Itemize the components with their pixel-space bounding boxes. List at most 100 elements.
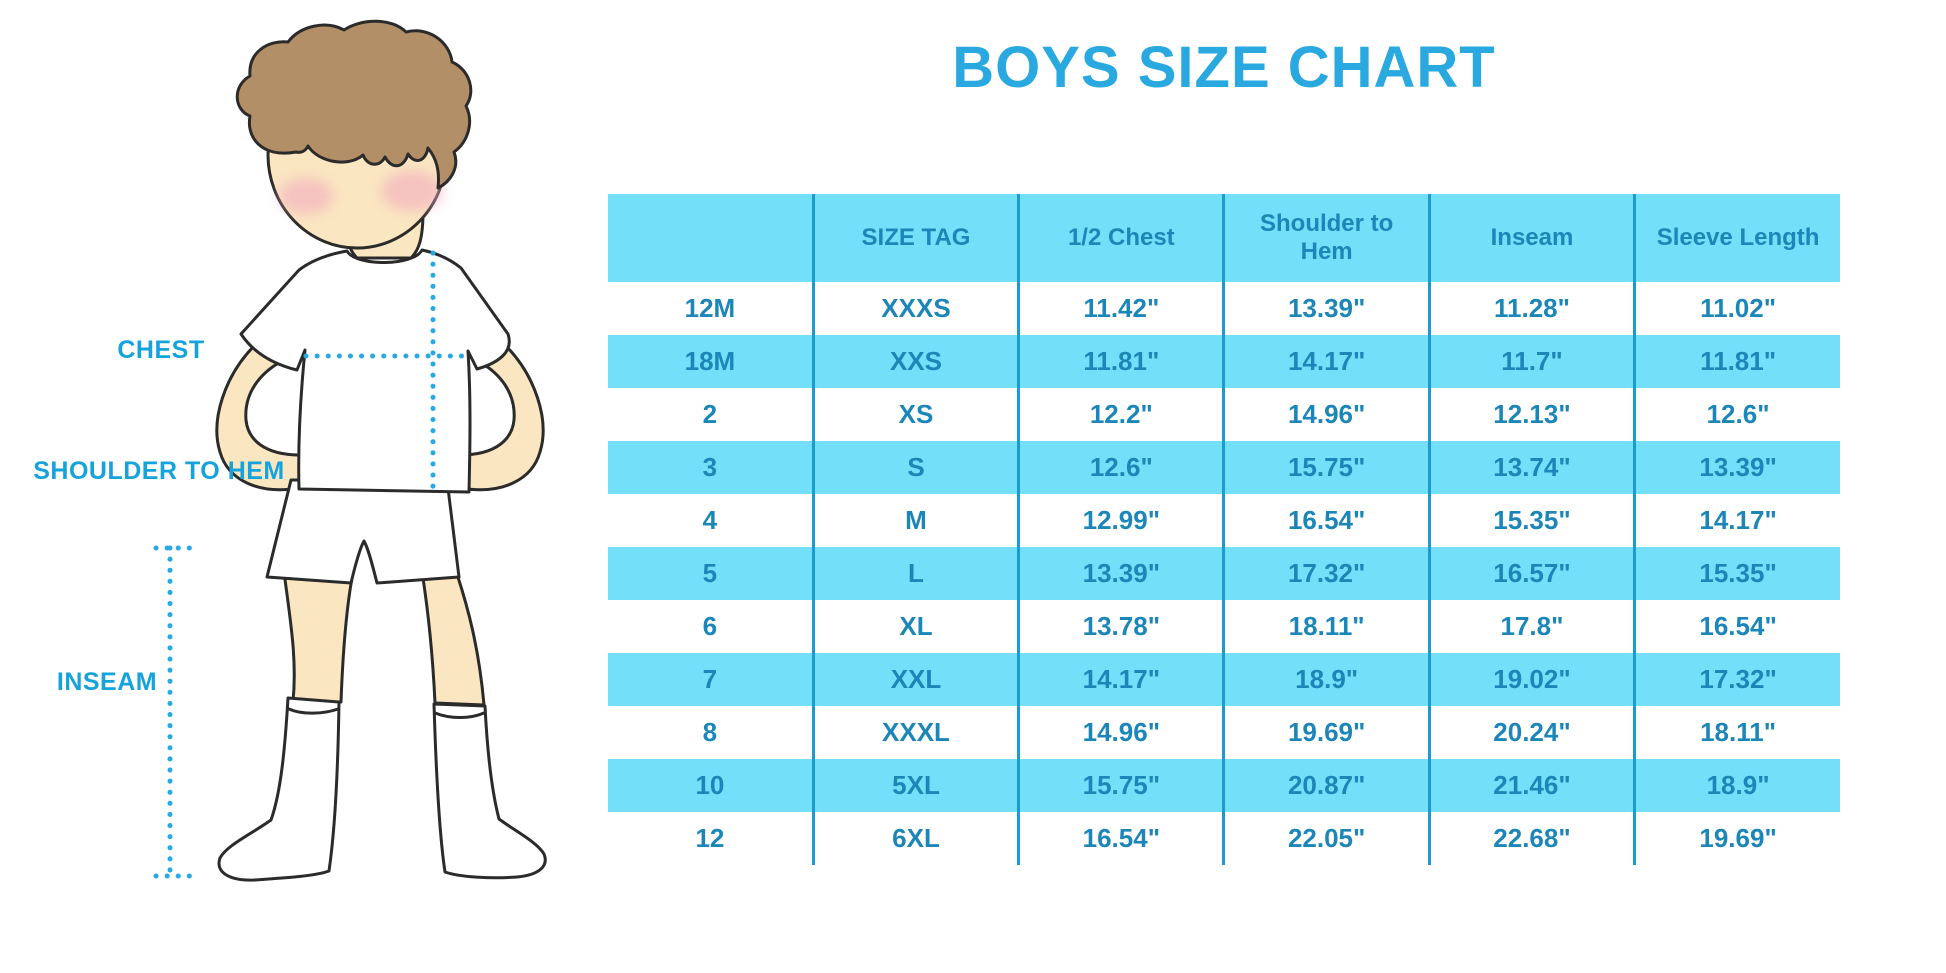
table-cell: 12.13" (1429, 388, 1637, 441)
table-cell: 4 (608, 494, 815, 547)
boy-right-sock-band (433, 711, 486, 719)
boy-hair (235, 19, 473, 190)
table-cell: 5XL (813, 759, 1021, 812)
table-cell: 11.02" (1634, 282, 1840, 335)
table-row: 3 S 12.6" 15.75" 13.74" 13.39" (608, 441, 1840, 494)
column-header: Inseam (1429, 194, 1637, 282)
table-cell: 13.39" (1634, 441, 1840, 494)
boy-left-leg (282, 570, 354, 704)
table-cell: 6 (608, 600, 815, 653)
table-cell: 3 (608, 441, 815, 494)
table-cell: 13.39" (1223, 282, 1431, 335)
table-cell: 14.17" (1634, 494, 1840, 547)
table-cell: XXXS (813, 282, 1021, 335)
table-cell: 12.6" (1018, 441, 1226, 494)
table-cell: 11.28" (1429, 282, 1637, 335)
column-header: Sleeve Length (1634, 194, 1840, 282)
table-cell: 11.42" (1018, 282, 1226, 335)
table-cell: 13.74" (1429, 441, 1637, 494)
table-cell: 16.54" (1634, 600, 1840, 653)
boy-right-sock (432, 702, 547, 880)
table-cell: 13.39" (1018, 547, 1226, 600)
table-row: 2 XS 12.2" 14.96" 12.13" 12.6" (608, 388, 1840, 441)
size-table: SIZE TAG 1/2 Chest Shoulder to Hem Inseam Sl… (608, 194, 1840, 865)
table-cell: 15.75" (1018, 759, 1226, 812)
table-row: 10 5XL 15.75" 20.87" 21.46" 18.9" (608, 759, 1840, 812)
table-cell: 11.81" (1634, 335, 1840, 388)
boy-left-sock (217, 696, 341, 882)
table-cell: 22.05" (1223, 812, 1431, 865)
column-header (608, 194, 815, 282)
page-title: BOYS SIZE CHART (952, 35, 1496, 100)
boy-blush (279, 171, 443, 214)
table-cell: 14.96" (1018, 706, 1226, 759)
table-cell: 17.32" (1223, 547, 1431, 600)
table-cell: 19.69" (1634, 812, 1840, 865)
chest-label: CHEST (117, 336, 205, 364)
size-table-body: 12M XXXS 11.42" 13.39" 11.28" 11.02" 18M XXS 11.… (608, 282, 1840, 865)
table-cell: XXL (813, 653, 1021, 706)
table-row: 18M XXS 11.81" 14.17" 11.7" 11.81" (608, 335, 1840, 388)
table-cell: L (813, 547, 1021, 600)
boy-shorts (265, 478, 461, 585)
table-cell: 22.68" (1429, 812, 1637, 865)
boy-right-arm (458, 343, 545, 492)
column-header: Shoulder to Hem (1223, 194, 1431, 282)
table-cell: 16.57" (1429, 547, 1637, 600)
table-cell: 15.35" (1634, 547, 1840, 600)
table-row: 8 XXXL 14.96" 19.69" 20.24" 18.11" (608, 706, 1840, 759)
table-cell: 18.11" (1223, 600, 1431, 653)
table-cell: 13.78" (1018, 600, 1226, 653)
table-cell: 2 (608, 388, 815, 441)
size-table-header: SIZE TAG 1/2 Chest Shoulder to Hem Inseam Sl… (608, 194, 1840, 282)
table-cell: 15.35" (1429, 494, 1637, 547)
table-cell: M (813, 494, 1021, 547)
table-cell: 12 (608, 812, 815, 865)
table-cell: 6XL (813, 812, 1021, 865)
table-cell: 11.7" (1429, 335, 1637, 388)
table-cell: 16.54" (1018, 812, 1226, 865)
inseam-label: INSEAM (56, 668, 158, 696)
table-row: 4 M 12.99" 16.54" 15.35" 14.17" (608, 494, 1840, 547)
table-cell: 17.32" (1634, 653, 1840, 706)
table-cell: 20.87" (1223, 759, 1431, 812)
table-cell: XS (813, 388, 1021, 441)
table-cell: 17.8" (1429, 600, 1637, 653)
table-cell: 12.6" (1634, 388, 1840, 441)
boy-shirt (239, 248, 511, 494)
table-cell: 18.11" (1634, 706, 1840, 759)
table-row: 6 XL 13.78" 18.11" 17.8" 16.54" (608, 600, 1840, 653)
table-cell: 18M (608, 335, 815, 388)
column-header: SIZE TAG (813, 194, 1021, 282)
table-cell: 20.24" (1429, 706, 1637, 759)
table-row: 12M XXXS 11.42" 13.39" 11.28" 11.02" (608, 282, 1840, 335)
table-cell: 7 (608, 653, 815, 706)
column-header: 1/2 Chest (1018, 194, 1226, 282)
table-cell: XXXL (813, 706, 1021, 759)
table-cell: 12.2" (1018, 388, 1226, 441)
table-header-row: SIZE TAG 1/2 Chest Shoulder to Hem Inseam Sl… (608, 194, 1840, 282)
table-cell: 12.99" (1018, 494, 1226, 547)
table-cell: 14.17" (1223, 335, 1431, 388)
table-cell: 21.46" (1429, 759, 1637, 812)
boy-right-leg (421, 572, 486, 707)
table-cell: 10 (608, 759, 815, 812)
table-row: 12 6XL 16.54" 22.05" 22.68" 19.69" (608, 812, 1840, 865)
boy-measurement-illustration (153, 19, 547, 882)
table-cell: 19.69" (1223, 706, 1431, 759)
table-cell: 19.02" (1429, 653, 1637, 706)
table-cell: 16.54" (1223, 494, 1431, 547)
table-cell: 8 (608, 706, 815, 759)
table-cell: 12M (608, 282, 815, 335)
table-cell: 18.9" (1634, 759, 1840, 812)
shoulder-to-hem-label: SHOULDER TO HEM (33, 457, 285, 485)
table-cell: 14.17" (1018, 653, 1226, 706)
table-cell: 15.75" (1223, 441, 1431, 494)
table-cell: XL (813, 600, 1021, 653)
table-row: 7 XXL 14.17" 18.9" 19.02" 17.32" (608, 653, 1840, 706)
table-cell: 11.81" (1018, 335, 1226, 388)
boy-left-sock-band (287, 707, 340, 715)
table-cell: 18.9" (1223, 653, 1431, 706)
table-cell: S (813, 441, 1021, 494)
